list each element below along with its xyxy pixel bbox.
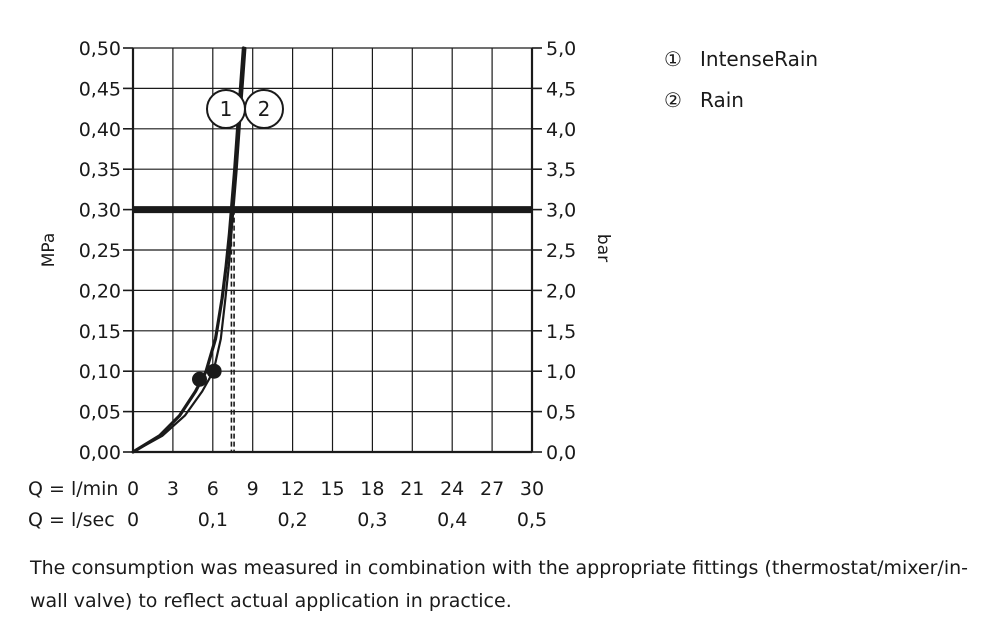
x-row1-tick-label-0: 0 [127,478,139,500]
callout-1-label: 1 [220,97,233,121]
y-right-tick-label-10: 5,0 [546,38,576,60]
y-right-tick-label-7: 3,5 [546,159,576,181]
x-row1-tick-label-6: 18 [360,478,384,500]
x-row1-tick-label-10: 30 [520,478,544,500]
x-row2-tick-label-2: 0,2 [277,509,307,531]
x-row1-tick-label-2: 6 [207,478,219,500]
series-curves [131,46,247,454]
plot-frame [123,47,542,454]
y-right-tick-label-1: 0,5 [546,402,576,424]
y-left-tick-labels: 0,00 0,05 0,10 0,15 0,20 0,25 0,30 0,35 0,40 0,45… [79,38,121,464]
x-tick-labels: 0 3 6 9 12 15 18 21 24 27 30 0 0,1 0,2 0,3 0,4 0,5 [127,478,547,531]
x-row1-label: Q = l/min [28,478,118,500]
y-right-tick-label-0: 0,0 [546,442,576,464]
legend-symbol-1: ① [664,47,682,71]
x-row1-tick-label-7: 21 [400,478,424,500]
y-right-tick-labels: 0,0 0,5 1,0 1,5 2,0 2,5 3,0 3,5 4,0 4,5 5,0 [546,38,576,464]
series-line-1 [131,46,247,454]
y-right-axis-label: bar [593,234,613,262]
legend-label-intenserain: IntenseRain [700,47,818,71]
y-left-tick-label-9: 0,45 [79,78,121,100]
x-row2-label: Q = l/sec [28,509,115,531]
y-left-tick-label-7: 0,35 [79,159,121,181]
x-row1-tick-label-9: 27 [480,478,504,500]
y-right-tick-label-8: 4,0 [546,119,576,141]
chart-grid [132,47,533,453]
series-dots [192,363,222,387]
x-row2-tick-label-4: 0,4 [437,509,467,531]
y-right-tick-label-6: 3,0 [546,200,576,222]
legend-item-intenserain: ① IntenseRain [664,47,818,71]
legend: ① IntenseRain ② Rain [664,47,818,112]
series-dot-0 [192,371,207,387]
callout-2: 2 [244,89,284,129]
legend-label-rain: Rain [700,88,744,112]
y-right-tick-label-3: 1,5 [546,321,576,343]
pressure-flow-chart: 0,000,050,100,150,200,250,300,350,400,45… [28,38,818,531]
x-row2-tick-label-5: 0,5 [517,509,547,531]
x-row1-tick-label-1: 3 [167,478,179,500]
x-row2-tick-label-3: 0,3 [357,509,387,531]
x-row1-tick-label-5: 15 [320,478,344,500]
flow-drop-lines [230,209,235,452]
callout-1: 1 [206,89,246,129]
y-left-tick-label-3: 0,15 [79,321,121,343]
x-row1-tick-label-3: 9 [247,478,259,500]
callout-2-label: 2 [258,97,271,121]
y-left-tick-label-10: 0,50 [79,38,121,60]
y-left-tick-label-5: 0,25 [79,240,121,262]
y-left-tick-label-4: 0,20 [79,280,121,302]
y-left-tick-label-6: 0,30 [79,200,121,222]
legend-symbol-2: ② [664,88,682,112]
x-row1-tick-label-8: 24 [440,478,464,500]
y-left-tick-label-8: 0,40 [79,119,121,141]
y-left-axis-label: MPa [39,233,59,268]
footnote: The consumption was measured in combinat… [30,557,969,612]
series-line-0 [131,46,245,454]
y-right-tick-label-2: 1,0 [546,361,576,383]
y-right-tick-label-5: 2,5 [546,240,576,262]
y-left-tick-label-1: 0,05 [79,402,121,424]
x-row1-tick-label-4: 12 [281,478,305,500]
y-right-tick-label-9: 4,5 [546,78,576,100]
legend-item-rain: ② Rain [664,88,744,112]
series-dot-1 [206,363,222,379]
y-right-tick-label-4: 2,0 [546,280,576,302]
y-left-tick-label-0: 0,00 [79,442,121,464]
x-row2-tick-label-0: 0 [127,509,139,531]
x-row2-tick-label-1: 0,1 [198,509,228,531]
y-left-tick-label-2: 0,10 [79,361,121,383]
